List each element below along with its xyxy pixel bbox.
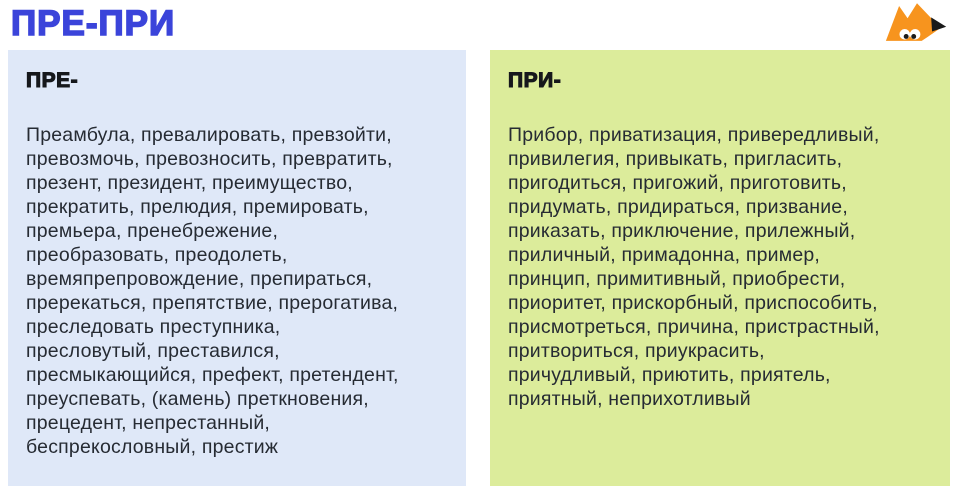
word-list-line: присмотреться, причина, пристрастный,	[508, 316, 880, 338]
word-list-line: приятный, неприхотливый	[508, 388, 751, 410]
pri-panel-header: ПРИ-	[507, 68, 562, 92]
word-list-line: придумать, придираться, призвание,	[508, 196, 848, 218]
word-list-line: принцип, примитивный, приобрести,	[508, 268, 846, 290]
word-list-line: причудливый, приютить, приятель,	[508, 364, 831, 386]
word-list-line: Прибор, приватизация, привередливый,	[508, 124, 880, 146]
word-list-line: премьера, пренебрежение,	[26, 220, 279, 242]
word-list-line: пререкаться, препятствие, прерогатива,	[26, 292, 399, 314]
word-list-line: преобразовать, преодолеть,	[26, 244, 288, 266]
fox-logo-icon	[885, 3, 947, 41]
word-list-line: превозмочь, превозносить, превратить,	[26, 148, 393, 170]
word-list-line: преуспевать, (камень) преткновения,	[26, 388, 369, 410]
word-list-line: пригодиться, пригожий, приготовить,	[508, 172, 847, 194]
word-list-line: времяпрепровождение, препираться,	[26, 268, 373, 290]
word-list-line: прецедент, непрестанный,	[26, 412, 271, 434]
word-list-line: прекратить, прелюдия, премировать,	[26, 196, 369, 218]
page-title: ПРЕ-ПРИ	[10, 4, 176, 44]
pri-panel: ПРИ- Прибор, приватизация, привередливый…	[490, 50, 950, 486]
word-list-line: притвориться, приукрасить,	[508, 340, 765, 362]
pri-word-list: Прибор, приватизация, привередливый, прив…	[508, 123, 938, 411]
word-list-line: пресмыкающийся, префект, претендент,	[26, 364, 399, 386]
word-list-line: привилегия, привыкать, пригласить,	[508, 148, 843, 170]
word-list-line: приоритет, прискорбный, приспособить,	[508, 292, 878, 314]
word-list-line: Преамбула, превалировать, превзойти,	[26, 124, 392, 146]
word-list-line: приказать, приключение, прилежный,	[508, 220, 856, 242]
word-list-line: преследовать преступника,	[26, 316, 281, 338]
word-list-line: беспрекословный, престиж	[26, 436, 279, 458]
word-list-line: приличный, примадонна, пример,	[508, 244, 821, 266]
pre-word-list: Преамбула, превалировать, превзойти, прев…	[26, 123, 454, 459]
pre-panel: ПРЕ- Преамбула, превалировать, превзойти…	[8, 50, 466, 486]
word-list-line: пресловутый, преставился,	[26, 340, 280, 362]
pre-panel-header: ПРЕ-	[25, 68, 79, 92]
word-list-line: презент, президент, преимущество,	[26, 172, 353, 194]
